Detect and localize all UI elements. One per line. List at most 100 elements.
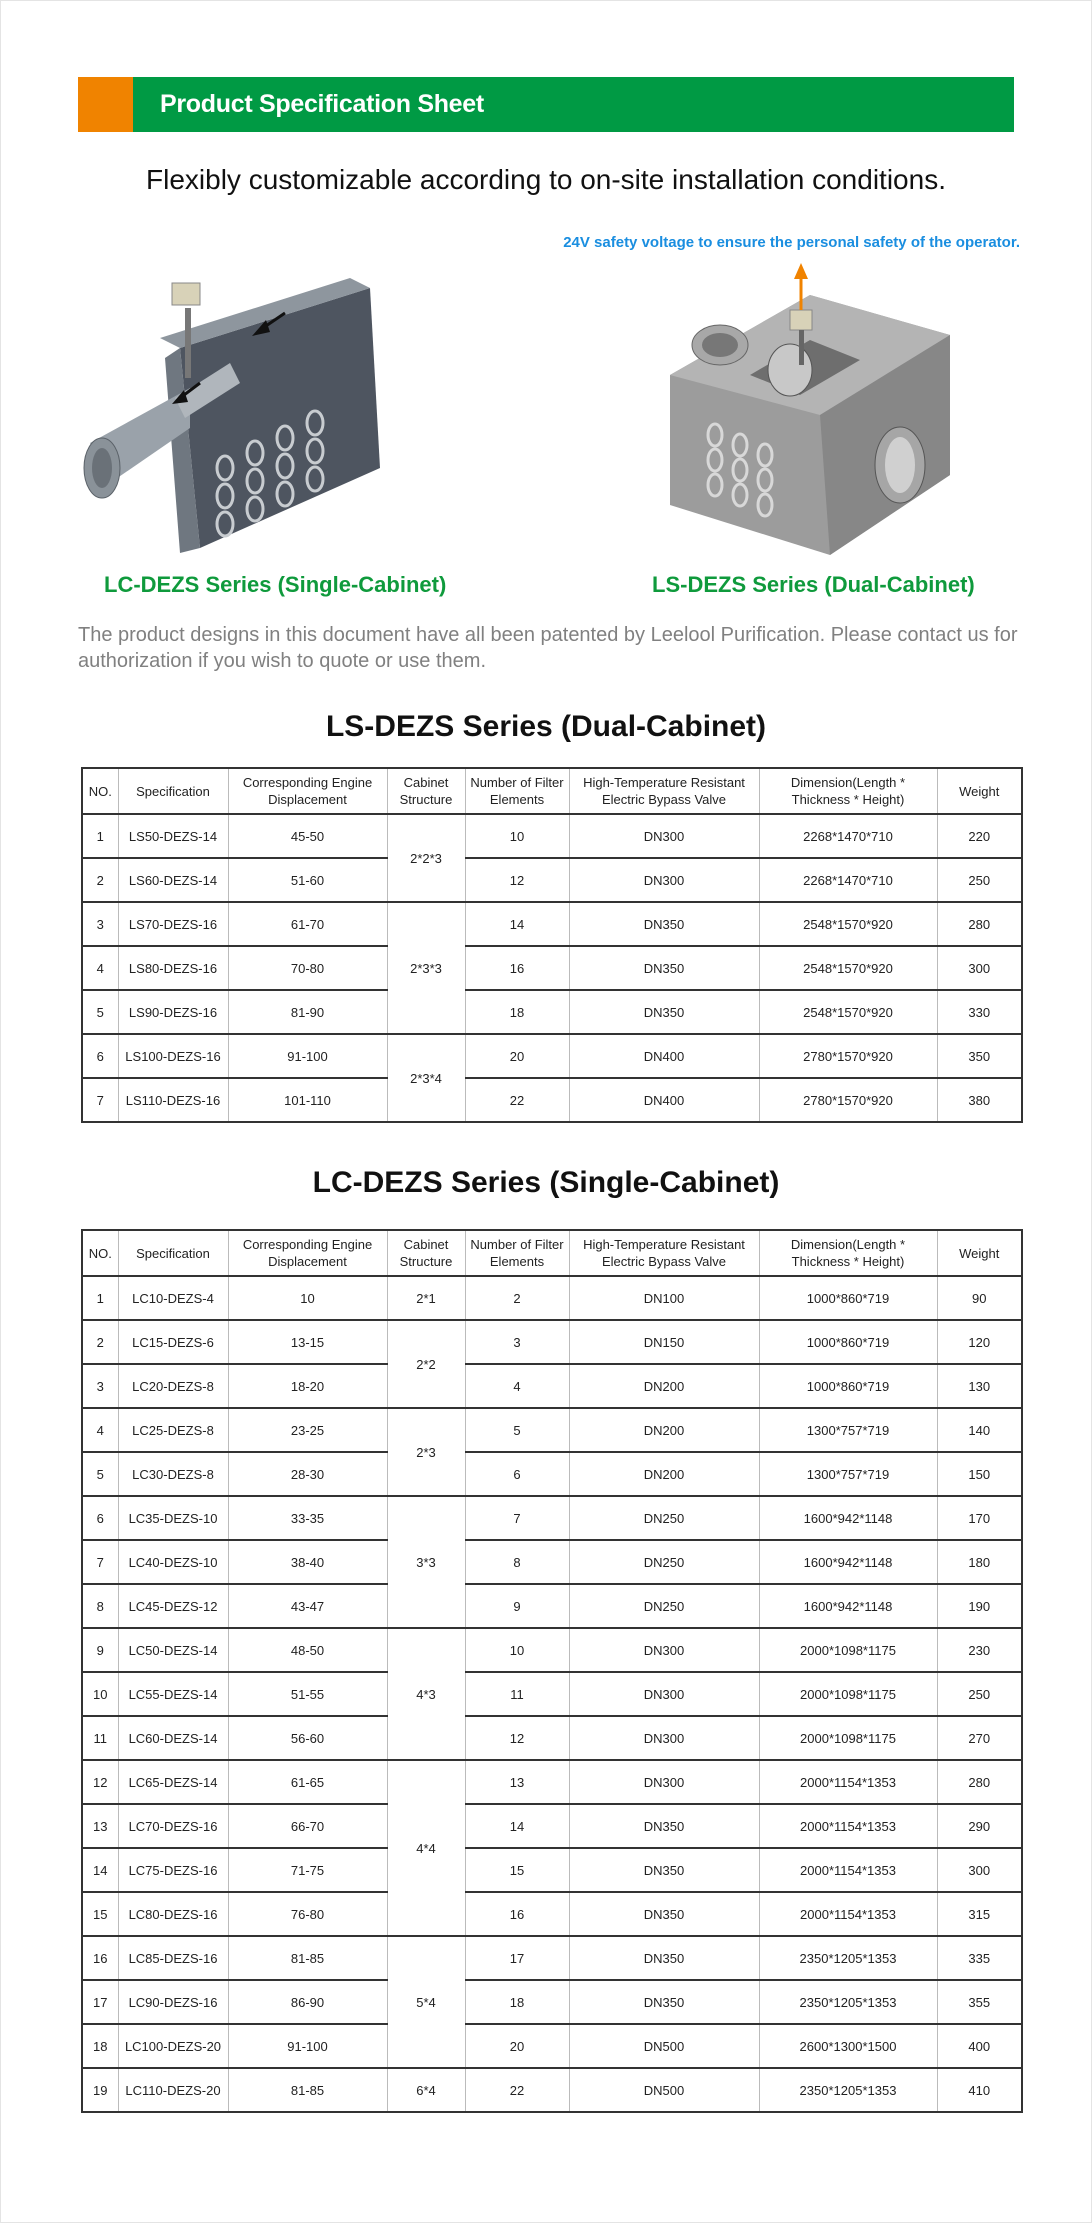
cell-filter-elements: 18 [464,989,570,1035]
cell-weight: 400 [936,2023,1023,2069]
cell-filter-elements: 10 [464,813,570,859]
table-header-row: NO. Specification Corresponding Engine Dis… [81,1229,1023,1277]
cell-displacement: 38-40 [227,1539,388,1585]
cell-dimension: 2000*1098*1175 [758,1671,938,1717]
table-row: 9 LC50-DEZS-14 48-50 4*3 10 DN300 2000*1098*11… [81,1627,1023,1761]
cell-specification: LC70-DEZS-16 [117,1803,229,1849]
cell-no: 3 [81,1363,119,1409]
cell-filter-elements: 17 [464,1935,570,1981]
cell-weight: 90 [936,1275,1023,1321]
table-row: 10 LC55-DEZS-14 51-55 11 DN300 2000*1098*1175… [81,1671,1023,1717]
table-row: 2 LC15-DEZS-6 13-15 2*2 3 DN150 1000*860*719 12… [81,1319,1023,1409]
cell-weight: 315 [936,1891,1023,1937]
cell-cabinet-structure: 2*2*3 [386,813,466,903]
cell-bypass-valve: DN200 [568,1451,760,1497]
cell-no: 8 [81,1583,119,1629]
cell-dimension: 1000*860*719 [758,1319,938,1365]
cell-dimension: 2000*1154*1353 [758,1847,938,1893]
cell-filter-elements: 3 [464,1319,570,1365]
cell-displacement: 81-85 [227,1935,388,1981]
cell-bypass-valve: DN300 [568,1627,760,1673]
cell-weight: 230 [936,1627,1023,1673]
cell-no: 11 [81,1715,119,1761]
cell-weight: 220 [936,813,1023,859]
cell-dimension: 2548*1570*920 [758,989,938,1035]
cell-bypass-valve: DN350 [568,1935,760,1981]
cell-no: 13 [81,1803,119,1849]
cell-no: 15 [81,1891,119,1937]
table-row: 19 LC110-DEZS-20 81-85 6*4 22 DN500 2350*1205*… [81,2067,1023,2113]
column-header-bypass-valve: High-Temperature Resistant Electric Bypa… [568,1229,760,1277]
table-row: 3 LC20-DEZS-8 18-20 4 DN200 1000*860*719 130 [81,1363,1023,1409]
cell-specification: LS90-DEZS-16 [117,989,229,1035]
dual-cabinet-product-image [670,263,950,555]
column-header-specification: Specification [117,1229,229,1277]
cell-bypass-valve: DN300 [568,813,760,859]
cell-displacement: 23-25 [227,1407,388,1453]
cell-cabinet-structure: 3*3 [386,1495,466,1629]
cell-no: 2 [81,1319,119,1365]
cell-no: 6 [81,1495,119,1541]
cell-cabinet-structure: 2*1 [386,1275,466,1321]
column-header-dimension: Dimension(Length * Thickness * Height) [758,767,938,815]
cell-specification: LS100-DEZS-16 [117,1033,229,1079]
cell-displacement: 101-110 [227,1077,388,1123]
cell-specification: LC55-DEZS-14 [117,1671,229,1717]
cell-displacement: 61-70 [227,901,388,947]
cell-specification: LS110-DEZS-16 [117,1077,229,1123]
cell-specification: LC15-DEZS-6 [117,1319,229,1365]
cell-displacement: 70-80 [227,945,388,991]
cell-bypass-valve: DN300 [568,1671,760,1717]
column-header-cabinet-structure: Cabinet Structure [386,767,466,815]
cell-weight: 280 [936,901,1023,947]
table-row: 1 LS50-DEZS-14 45-50 2*2*3 10 DN300 2268*1470*… [81,813,1023,903]
cell-dimension: 2268*1470*710 [758,857,938,903]
cell-no: 17 [81,1979,119,2025]
cell-no: 19 [81,2067,119,2113]
cell-weight: 130 [936,1363,1023,1409]
cell-weight: 270 [936,1715,1023,1761]
cell-filter-elements: 12 [464,1715,570,1761]
column-header-no: NO. [81,1229,119,1277]
cell-no: 1 [81,1275,119,1321]
cell-filter-elements: 8 [464,1539,570,1585]
cell-weight: 120 [936,1319,1023,1365]
cell-bypass-valve: DN300 [568,1759,760,1805]
cell-specification: LS80-DEZS-16 [117,945,229,991]
cell-displacement: 86-90 [227,1979,388,2025]
table-row: 11 LC60-DEZS-14 56-60 12 DN300 2000*1098*1175… [81,1715,1023,1761]
cell-specification: LC10-DEZS-4 [117,1275,229,1321]
cell-no: 6 [81,1033,119,1079]
cell-displacement: 43-47 [227,1583,388,1629]
table-row: 17 LC90-DEZS-16 86-90 18 DN350 2350*1205*1353… [81,1979,1023,2025]
cell-weight: 300 [936,1847,1023,1893]
cell-specification: LC25-DEZS-8 [117,1407,229,1453]
cell-no: 4 [81,1407,119,1453]
cell-no: 14 [81,1847,119,1893]
cell-filter-elements: 5 [464,1407,570,1453]
cell-displacement: 28-30 [227,1451,388,1497]
cell-specification: LC50-DEZS-14 [117,1627,229,1673]
cell-bypass-valve: DN350 [568,1847,760,1893]
cell-bypass-valve: DN350 [568,1979,760,2025]
cell-specification: LC60-DEZS-14 [117,1715,229,1761]
column-header-bypass-valve: High-Temperature Resistant Electric Bypa… [568,767,760,815]
column-header-displacement: Corresponding Engine Displacement [227,767,388,815]
column-header-weight: Weight [936,1229,1023,1277]
cell-filter-elements: 16 [464,945,570,991]
cell-weight: 410 [936,2067,1023,2113]
column-header-filter-elements: Number of Filter Elements [464,767,570,815]
cell-bypass-valve: DN200 [568,1363,760,1409]
cell-displacement: 48-50 [227,1627,388,1673]
cell-specification: LC100-DEZS-20 [117,2023,229,2069]
cell-specification: LC110-DEZS-20 [117,2067,229,2113]
cell-displacement: 33-35 [227,1495,388,1541]
cell-bypass-valve: DN500 [568,2023,760,2069]
cell-cabinet-structure: 2*3*3 [386,901,466,1035]
cell-filter-elements: 20 [464,2023,570,2069]
dual-cabinet-caption: LS-DEZS Series (Dual-Cabinet) [652,572,975,597]
cell-dimension: 2548*1570*920 [758,945,938,991]
cell-filter-elements: 20 [464,1033,570,1079]
single-cabinet-caption: LC-DEZS Series (Single-Cabinet) [104,572,447,597]
cell-specification: LC35-DEZS-10 [117,1495,229,1541]
